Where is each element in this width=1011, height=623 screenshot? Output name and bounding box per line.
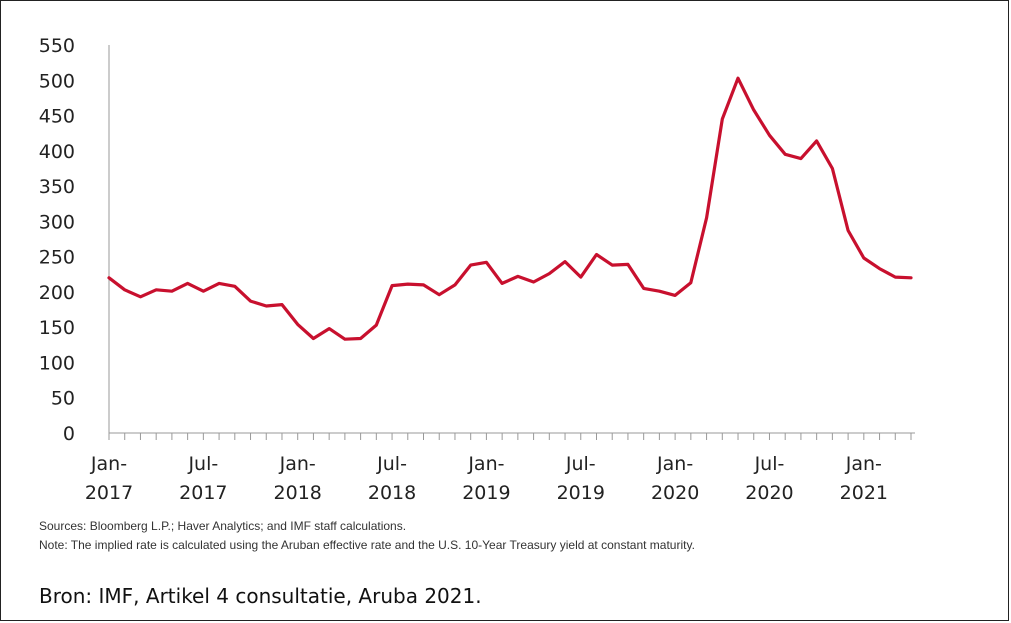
y-tick-label: 50 — [51, 388, 75, 410]
source-caption: Bron: IMF, Artikel 4 consultatie, Aruba … — [39, 584, 482, 608]
x-tick-label: 2018 — [368, 482, 416, 504]
methodology-note: Note: The implied rate is calculated usi… — [39, 538, 695, 552]
y-tick-label: 150 — [39, 317, 75, 339]
x-tick-label: Jul- — [565, 453, 596, 475]
x-tick-label: Jul- — [187, 453, 218, 475]
y-tick-label: 200 — [39, 282, 75, 304]
y-tick-label: 400 — [39, 141, 75, 163]
y-tick-label: 100 — [39, 352, 75, 374]
line-chart: 550500450400350300250200150100500Jan-201… — [39, 35, 915, 504]
y-tick-label: 550 — [39, 35, 75, 57]
x-tick-label: Jan- — [467, 453, 504, 475]
x-tick-label: 2020 — [651, 482, 699, 504]
x-tick-label: 2021 — [840, 482, 888, 504]
x-tick-label: Jan- — [656, 453, 693, 475]
x-tick-label: Jan- — [845, 453, 882, 475]
x-tick-label: Jul- — [754, 453, 785, 475]
chart-area: 550 500 450 400 350 300 250 200 150 100 50 0 Jan- 201… — [13, 13, 993, 573]
x-tick-label: Jan- — [279, 453, 316, 475]
x-tick-label: 2019 — [462, 482, 510, 504]
x-tick-label: 2020 — [745, 482, 793, 504]
sources-note: Sources: Bloomberg L.P.; Haver Analytics… — [39, 519, 407, 533]
x-tick-label: 2017 — [85, 482, 133, 504]
x-tick-label: Jan- — [90, 453, 127, 475]
y-tick-label: 250 — [39, 247, 75, 269]
x-tick-label: 2019 — [557, 482, 605, 504]
x-tick-label: Jul- — [376, 453, 407, 475]
y-tick-label: 350 — [39, 176, 75, 198]
x-tick-label: 2017 — [179, 482, 227, 504]
y-tick-label: 500 — [39, 70, 75, 92]
y-tick-label: 300 — [39, 211, 75, 233]
x-tick-label: 2018 — [274, 482, 322, 504]
y-tick-label: 450 — [39, 106, 75, 128]
series-line — [107, 76, 913, 341]
y-tick-label: 0 — [63, 423, 75, 445]
